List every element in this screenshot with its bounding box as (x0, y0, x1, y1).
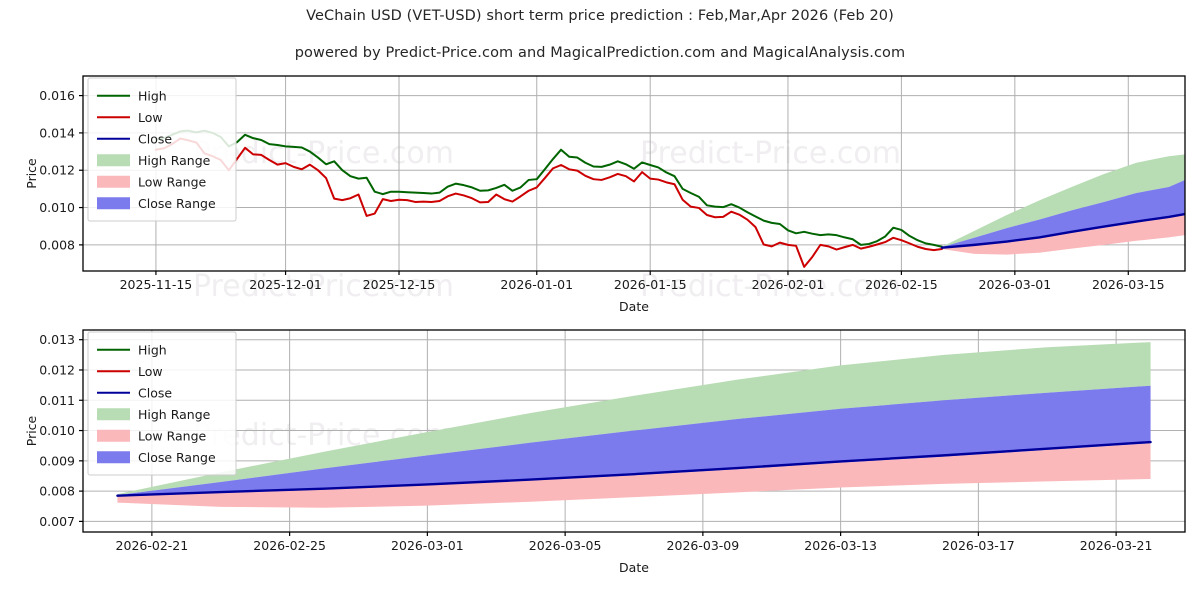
chart-legend: High Low Close High Range Low Range Close Ran… (87, 77, 237, 222)
legend-item-label: High (138, 342, 167, 357)
low-range-band (941, 215, 1185, 255)
x-tick-label: 2025-12-15 (363, 277, 436, 292)
forecast-detail-chart: Predict-Price.comPredict-Price.com0.0070… (24, 329, 1186, 575)
legend-item-label: Low (138, 364, 163, 379)
legend-swatch-patch (97, 175, 130, 188)
y-tick-label: 0.008 (39, 484, 75, 499)
legend-item-label: Low Range (138, 174, 207, 189)
legend-swatch-patch (97, 197, 130, 210)
legend-item-label: Low (138, 110, 163, 125)
legend-swatch-patch (97, 408, 130, 421)
y-tick-label: 0.007 (39, 514, 75, 529)
x-tick-label: 2026-03-05 (529, 538, 602, 553)
x-tick-label: 2026-03-17 (942, 538, 1015, 553)
legend-item-label: Close Range (138, 450, 216, 465)
x-tick-label: 2025-11-15 (120, 277, 193, 292)
x-tick-label: 2026-01-15 (614, 277, 687, 292)
y-tick-label: 0.012 (39, 362, 75, 377)
x-tick-label: 2026-03-13 (804, 538, 877, 553)
page-title: VeChain USD (VET-USD) short term price p… (306, 8, 894, 24)
high-series-line (154, 129, 943, 248)
low-series-line (154, 137, 943, 268)
page-subtitle: powered by Predict-Price.com and Magical… (294, 45, 906, 61)
x-tick-label: 2025-12-01 (249, 277, 322, 292)
y-tick-label: 0.009 (39, 453, 75, 468)
plot-frame (82, 75, 1186, 272)
y-tick-label: 0.014 (39, 125, 75, 140)
legend-item-label: High Range (138, 153, 211, 168)
y-tick-label: 0.012 (39, 163, 75, 178)
y-tick-label: 0.008 (39, 237, 75, 252)
y-tick-label: 0.013 (39, 332, 75, 347)
x-tick-label: 2026-03-01 (979, 277, 1052, 292)
close-series-line (940, 212, 1185, 249)
x-tick-label: 2026-02-25 (253, 538, 326, 553)
legend-item-label: Close Range (138, 196, 216, 211)
x-tick-label: 2026-02-01 (752, 277, 825, 292)
x-tick-label: 2026-03-15 (1092, 277, 1165, 292)
legend-swatch-patch (97, 451, 130, 464)
high-range-band (941, 154, 1185, 248)
x-tick-label: 2026-02-21 (116, 538, 189, 553)
x-tick-label: 2026-03-21 (1080, 538, 1153, 553)
x-tick-label: 2026-03-09 (667, 538, 740, 553)
overview-chart: Predict-Price.com Predict-Price.com Predic… (24, 75, 1186, 314)
legend-item-label: Close (138, 131, 172, 146)
y-axis-title: Price (24, 158, 39, 189)
chart-legend: High Low Close High Range Low Range Close Ran… (87, 331, 237, 476)
legend-swatch-patch (97, 429, 130, 442)
legend-item-label: Close (138, 385, 172, 400)
y-tick-label: 0.010 (39, 200, 75, 215)
legend-item-label: Low Range (138, 428, 207, 443)
x-axis-title: Date (619, 560, 649, 575)
y-tick-label: 0.011 (39, 393, 75, 408)
close-range-band (941, 179, 1185, 249)
y-axis-title: Price (24, 415, 39, 446)
legend-swatch-patch (97, 154, 130, 167)
close-series-line (116, 440, 1152, 497)
close-range-band (117, 385, 1151, 497)
y-tick-label: 0.016 (39, 88, 75, 103)
legend-item-label: High Range (138, 407, 211, 422)
x-tick-label: 2026-01-01 (500, 277, 573, 292)
x-axis-title: Date (619, 299, 649, 314)
watermark: Predict-Price.com (640, 269, 901, 304)
high-range-band (117, 342, 1151, 496)
watermark: Predict-Price.com (193, 269, 454, 304)
legend-item-label: High (138, 88, 167, 103)
x-tick-label: 2026-03-01 (391, 538, 464, 553)
y-tick-label: 0.010 (39, 423, 75, 438)
x-tick-label: 2026-02-15 (865, 277, 938, 292)
watermark: Predict-Price.com (640, 136, 901, 171)
low-range-band (117, 443, 1151, 508)
